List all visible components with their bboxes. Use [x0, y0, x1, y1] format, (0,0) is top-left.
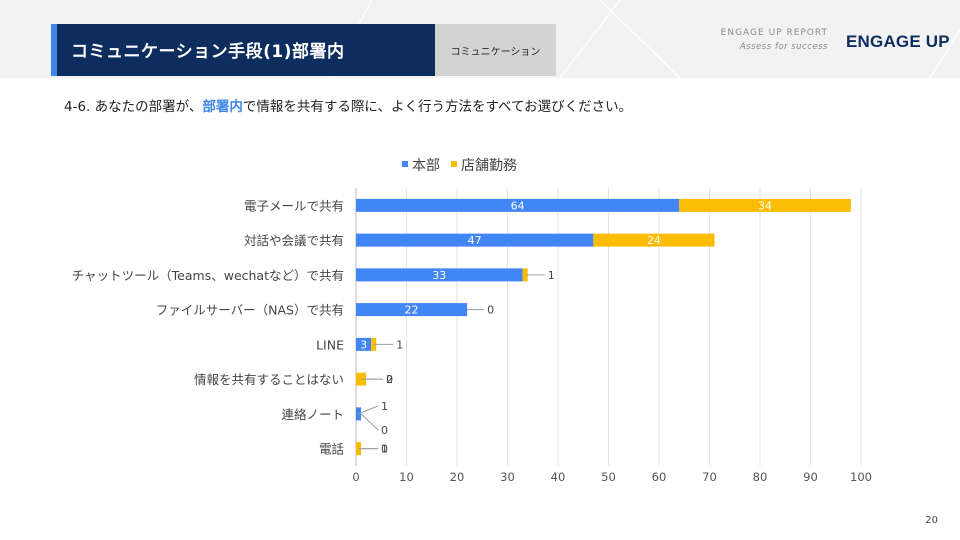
- category-label: LINE: [316, 337, 344, 352]
- category-label: 情報を共有することはない: [194, 372, 344, 387]
- legend-swatch: [402, 161, 408, 167]
- bar-segment: [356, 268, 523, 282]
- x-tick-label: 20: [450, 470, 465, 484]
- data-label: 64: [511, 199, 525, 212]
- data-label: 33: [432, 269, 446, 282]
- bar-segment: [356, 198, 680, 212]
- category-label: 電話: [319, 442, 344, 457]
- x-tick-label: 0: [352, 470, 359, 484]
- data-label: 34: [758, 199, 772, 212]
- x-tick-label: 30: [500, 470, 515, 484]
- question-suffix: で情報を共有する際に、よく行う方法をすべてお選びください。: [242, 99, 633, 115]
- question-prefix: 4-6. あなたの部署が、: [64, 99, 203, 115]
- data-label: 1: [396, 338, 403, 351]
- x-tick-label: 100: [850, 470, 872, 484]
- legend-label: 本部: [412, 158, 440, 174]
- category-label: 電子メールで共有: [244, 198, 344, 213]
- x-tick-label: 60: [652, 470, 667, 484]
- data-label: 22: [405, 304, 419, 317]
- category-tag: コミュニケーション: [435, 24, 556, 76]
- bar-segment: [679, 198, 851, 212]
- x-tick-label: 80: [753, 470, 768, 484]
- data-label: 1: [381, 400, 388, 413]
- leader-line: [360, 413, 379, 431]
- report-tagline: Assess for success: [739, 42, 828, 52]
- data-label: 0: [487, 304, 494, 317]
- engage-up-logo: ENGAGE UP: [846, 32, 950, 51]
- x-tick-label: 10: [399, 470, 414, 484]
- legend-label: 店舗勤務: [461, 158, 517, 174]
- bar-segment: [593, 233, 715, 247]
- bar-segment: [356, 233, 594, 247]
- report-name: ENGAGE UP REPORT: [720, 28, 828, 38]
- data-label: 24: [647, 234, 661, 247]
- x-tick-label: 70: [702, 470, 717, 484]
- question-highlight: 部署内: [202, 99, 243, 115]
- data-label: 2: [386, 373, 393, 386]
- bar-segment: [356, 303, 468, 317]
- x-tick-label: 40: [551, 470, 566, 484]
- category-label: 対話や会議で共有: [244, 233, 344, 248]
- data-label: 0: [381, 443, 388, 456]
- category-label: チャットツール（Teams、wechatなど）で共有: [72, 268, 344, 283]
- x-tick-label: 50: [601, 470, 616, 484]
- data-label: 1: [381, 443, 388, 456]
- page-title: コミュニケーション手段(1)部署内: [71, 42, 345, 62]
- legend-swatch: [451, 161, 457, 167]
- data-label: 0: [386, 373, 393, 386]
- bar-segment: [356, 337, 372, 351]
- category-label: 連絡ノート: [281, 407, 344, 422]
- question-text: 4-6. あなたの部署が、部署内で情報を共有する際に、よく行う方法をすべてお選び…: [64, 95, 632, 115]
- page-title-box: コミュニケーション手段(1)部署内: [51, 24, 435, 76]
- data-label: 3: [360, 338, 367, 351]
- data-label: 0: [381, 424, 388, 437]
- data-label: 47: [468, 234, 482, 247]
- page-number: 20: [925, 515, 938, 526]
- leader-line: [358, 405, 379, 415]
- data-label: 1: [548, 269, 555, 282]
- x-tick-label: 90: [803, 470, 818, 484]
- category-label: ファイルサーバー（NAS）で共有: [156, 303, 344, 318]
- category-tag-label: コミュニケーション: [450, 47, 541, 58]
